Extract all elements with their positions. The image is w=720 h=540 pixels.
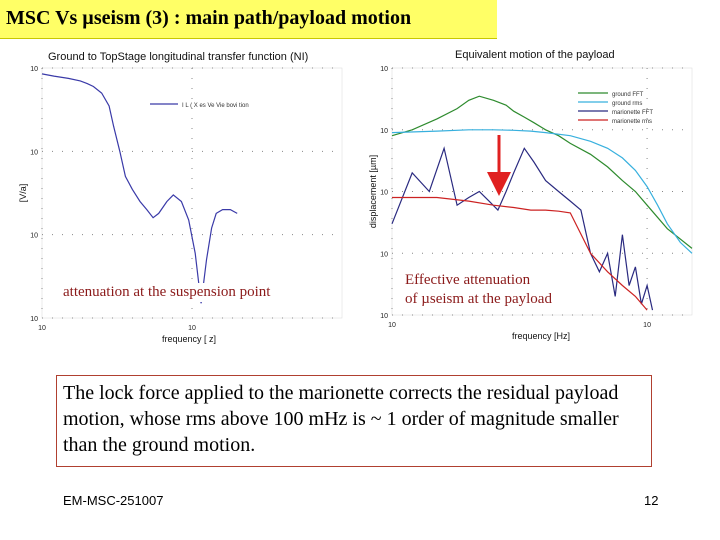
chart2-ytick-0: 10 <box>380 66 388 73</box>
chart2-ytick-3: 10 <box>380 251 388 258</box>
chart2-ytick-4: 10 <box>380 313 388 320</box>
chart1-ytick-2: 10 <box>30 233 38 240</box>
chart1-ytick-3: 10 <box>30 316 38 323</box>
chart2-xtick-1: 10 <box>643 322 651 329</box>
chart1-ytick-0: 10 <box>30 66 38 73</box>
chart2-ylabel: displacement [µm] <box>368 155 378 228</box>
chart1-xtick-0: 10 <box>38 325 46 332</box>
chart1-xtick-1: 10 <box>188 325 196 332</box>
chart2-series-0 <box>391 95 693 249</box>
chart1-series-0 <box>41 73 238 304</box>
chart1-ytick-1: 10 <box>30 149 38 156</box>
chart2-ytick-1: 10 <box>380 128 388 135</box>
chart2-xlabel: frequency [Hz] <box>512 331 570 341</box>
caption-payload-line1: Effective attenuation <box>405 272 531 288</box>
chart1-legend-label-0: I L ( X es Ve Vie bovi tion <box>182 103 249 109</box>
chart2-legend-label-3: marionette rms <box>612 119 652 125</box>
chart2-series-3 <box>392 196 648 311</box>
chart2-ytick-2: 10 <box>380 190 388 197</box>
conclusion-box: The lock force applied to the marionette… <box>56 375 652 467</box>
page-number: 12 <box>644 493 659 508</box>
chart2-series-1 <box>391 129 693 254</box>
caption-payload-line2: of µseism at the payload <box>405 291 552 307</box>
chart2-legend-label-0: ground FFT <box>612 92 644 98</box>
chart2-legend-label-1: ground rms <box>612 101 642 107</box>
caption-payload-attenuation: Effective attenuation of µseism at the p… <box>405 271 552 309</box>
chart1-ylabel: [V/a] <box>18 184 28 203</box>
chart2-xtick-0: 10 <box>388 322 396 329</box>
chart1-xlabel: frequency [ z] <box>162 334 216 344</box>
footer-document-id: EM-MSC-251007 <box>63 493 164 508</box>
slide-title: MSC Vs µseism (3) : main path/payload mo… <box>6 7 412 29</box>
chart1-title: Ground to TopStage longitudinal transfer… <box>48 51 308 63</box>
caption-suspension-attenuation: attenuation at the suspension point <box>63 283 271 302</box>
title-banner <box>0 0 497 39</box>
chart2-legend-label-2: marionette FFT <box>612 110 653 116</box>
chart2-series-2 <box>391 146 654 311</box>
chart2-title: Equivalent motion of the payload <box>455 49 615 61</box>
